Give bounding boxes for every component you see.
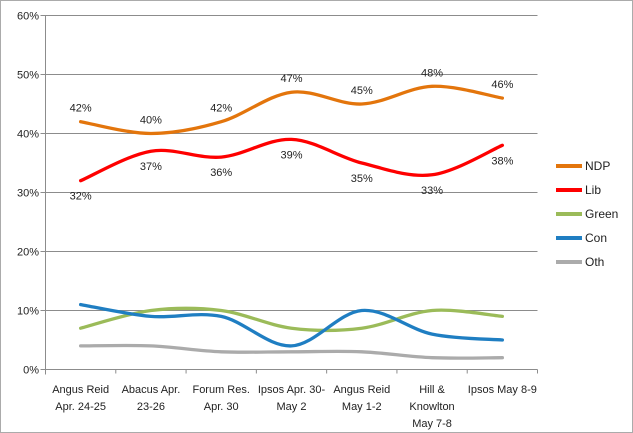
data-label-lib: 38% — [491, 155, 513, 167]
series-line-con — [78, 302, 505, 348]
x-axis-label: Angus Reid Apr. 24-25 — [36, 382, 126, 416]
data-label-lib: 33% — [421, 185, 443, 197]
legend-item-green: Green — [556, 202, 618, 226]
y-axis-label: 50% — [17, 70, 39, 82]
x-axis-label: Ipsos Apr. 30- May 2 — [247, 382, 337, 416]
legend-item-oth: Oth — [556, 250, 618, 274]
legend-swatch — [556, 236, 582, 240]
data-label-ndp: 45% — [351, 85, 373, 97]
x-axis-label-line: Forum Res. — [192, 384, 250, 396]
legend-label: NDP — [585, 159, 611, 173]
legend-swatch — [556, 164, 582, 168]
y-axis-label: 10% — [17, 306, 39, 318]
data-label-ndp: 47% — [280, 73, 302, 85]
legend-item-lib: Lib — [556, 178, 618, 202]
x-axis-label-line: Angus Reid — [52, 384, 110, 396]
x-axis-label: Forum Res. Apr. 30 — [176, 382, 266, 416]
x-axis-label-line: Ipsos May 8-9 — [467, 384, 537, 396]
y-axis-label: 60% — [17, 11, 39, 23]
x-axis-label-line: Knowlton — [409, 401, 455, 413]
data-label-ndp: 48% — [421, 67, 443, 79]
x-axis-label-line: Hill & — [419, 384, 445, 396]
data-label-lib: 35% — [351, 173, 373, 185]
legend-swatch — [556, 188, 582, 192]
legend-item-ndp: NDP — [556, 154, 618, 178]
legend-label: Green — [585, 207, 619, 221]
y-axis-label: 20% — [17, 247, 39, 259]
x-axis-label: Angus Reid May 1-2 — [317, 382, 407, 416]
legend-label: Lib — [585, 183, 602, 197]
data-label-lib: 37% — [140, 161, 162, 173]
y-axis-label: 40% — [17, 129, 39, 141]
x-axis-label-line: Abacus Apr. — [121, 384, 181, 396]
x-axis-label: Abacus Apr. 23-26 — [106, 382, 196, 416]
x-axis-label-line: May 2 — [276, 401, 307, 413]
legend: NDP Lib Green Con Oth — [556, 154, 618, 274]
x-axis-label-line: Apr. 24-25 — [55, 401, 107, 413]
data-label-lib: 36% — [210, 167, 232, 179]
x-axis-label: Ipsos May 8-9 — [457, 382, 547, 399]
series-line-green — [78, 306, 505, 333]
series-line-ndp — [78, 84, 505, 136]
data-label-lib: 32% — [70, 191, 92, 203]
data-label-ndp: 40% — [140, 115, 162, 127]
legend-swatch — [556, 212, 582, 216]
x-axis-label-line: Apr. 30 — [203, 401, 239, 413]
legend-label: Oth — [585, 255, 605, 269]
data-label-ndp: 42% — [210, 103, 232, 115]
y-axis-label: 0% — [23, 365, 39, 377]
legend-item-con: Con — [556, 226, 618, 250]
data-label-ndp: 42% — [70, 103, 92, 115]
x-axis-label-line: May 1-2 — [341, 401, 382, 413]
x-axis-label-line: Angus Reid — [333, 384, 391, 396]
series-line-oth — [78, 343, 505, 360]
y-axis-label: 30% — [17, 188, 39, 200]
data-label-ndp: 46% — [491, 79, 513, 91]
x-axis-label-line: Ipsos Apr. 30- — [257, 384, 326, 396]
x-axis-label: Hill & Knowlton May 7-8 — [387, 382, 477, 432]
legend-label: Con — [585, 231, 608, 245]
data-label-lib: 39% — [280, 149, 302, 161]
x-axis-label-line: May 7-8 — [412, 418, 452, 430]
x-axis-label-line: 23-26 — [136, 401, 165, 413]
legend-swatch — [556, 260, 582, 264]
series-line-lib — [78, 137, 505, 183]
